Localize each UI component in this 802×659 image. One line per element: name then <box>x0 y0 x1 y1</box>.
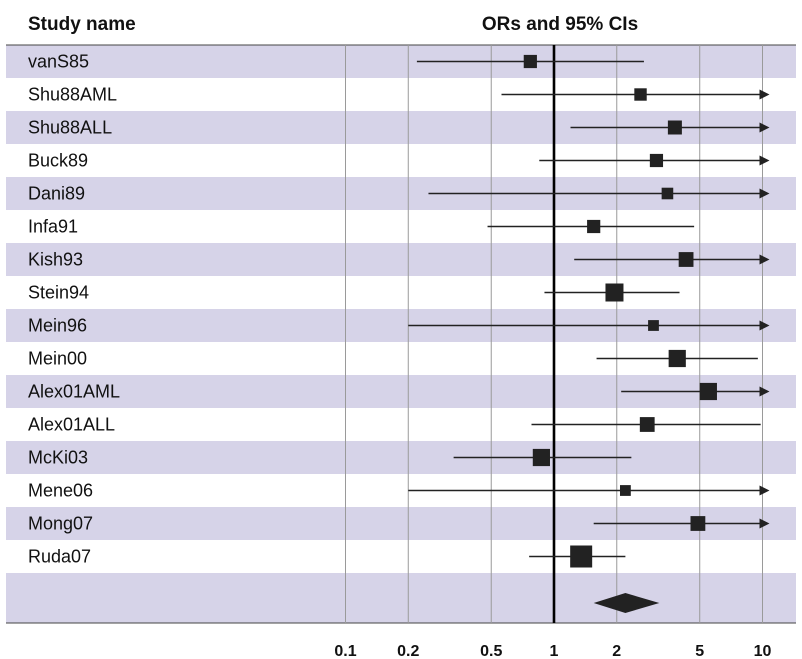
point-estimate-Buck89 <box>649 153 664 168</box>
row-band <box>6 45 796 78</box>
column-header-study-name: Study name <box>28 14 136 35</box>
study-label-McKi03: McKi03 <box>28 448 88 468</box>
study-label-Ruda07: Ruda07 <box>28 547 91 567</box>
ci-arrow-Alex01AML <box>759 386 770 397</box>
x-tick-label-2: 2 <box>612 643 621 659</box>
x-tick-label-5: 5 <box>695 643 704 659</box>
x-tick-label-0.5: 0.5 <box>480 643 502 659</box>
x-tick-label-10: 10 <box>754 643 772 659</box>
x-tick-label-0.1: 0.1 <box>334 643 356 659</box>
ci-arrow-Buck89 <box>759 155 770 166</box>
study-label-Shu88AML: Shu88AML <box>28 85 117 105</box>
point-estimate-Mene06 <box>619 485 631 496</box>
point-estimate-Shu88AML <box>634 88 647 101</box>
x-tick-label-1: 1 <box>550 643 559 659</box>
ci-arrow-Mene06 <box>759 485 770 496</box>
pooled-diamond <box>593 593 660 613</box>
column-header-or-ci: ORs and 95% CIs <box>482 14 638 35</box>
study-label-Mein96: Mein96 <box>28 316 87 336</box>
row-band <box>6 441 796 474</box>
study-label-vanS85: vanS85 <box>28 52 89 72</box>
pooled-row-band <box>6 573 796 623</box>
ci-arrow-Dani89 <box>759 188 770 199</box>
point-estimate-Alex01AML <box>699 382 717 401</box>
study-label-Mene06: Mene06 <box>28 481 93 501</box>
point-estimate-Mein00 <box>668 349 686 368</box>
study-label-Buck89: Buck89 <box>28 151 88 171</box>
ci-arrow-Mong07 <box>759 518 770 529</box>
study-marks <box>408 54 770 568</box>
study-label-Mein00: Mein00 <box>28 349 87 369</box>
ci-arrow-Mein96 <box>759 320 770 331</box>
point-estimate-Mong07 <box>690 516 706 531</box>
point-estimate-Dani89 <box>661 187 674 200</box>
x-tick-label-0.2: 0.2 <box>397 643 419 659</box>
point-estimate-Shu88ALL <box>667 120 682 135</box>
study-label-Alex01ALL: Alex01ALL <box>28 415 115 435</box>
point-estimate-vanS85 <box>523 54 537 69</box>
study-label-Mong07: Mong07 <box>28 514 93 534</box>
study-label-Dani89: Dani89 <box>28 184 85 204</box>
point-estimate-Alex01ALL <box>639 417 655 432</box>
study-label-Shu88ALL: Shu88ALL <box>28 118 112 138</box>
x-axis: 0.1 0.2 0.5 1 2 5 10 <box>334 643 771 659</box>
point-estimate-Ruda07 <box>570 545 593 568</box>
point-estimate-Kish93 <box>678 252 694 267</box>
pooled-estimate-layer <box>593 593 660 613</box>
point-estimate-Infa91 <box>587 219 601 234</box>
ci-arrow-Kish93 <box>759 254 770 265</box>
study-label-Stein94: Stein94 <box>28 283 89 303</box>
point-estimate-Stein94 <box>605 283 624 302</box>
ci-arrow-Shu88ALL <box>759 122 770 133</box>
study-label-Kish93: Kish93 <box>28 250 83 270</box>
ci-arrow-Shu88AML <box>759 89 770 100</box>
point-estimate-McKi03 <box>532 448 550 467</box>
study-label-Alex01AML: Alex01AML <box>28 382 120 402</box>
study-labels: vanS85 Shu88AML Shu88ALL Buck89 Dani89 Infa91… <box>28 52 120 567</box>
study-label-Infa91: Infa91 <box>28 217 78 237</box>
point-estimate-Mein96 <box>648 320 659 331</box>
